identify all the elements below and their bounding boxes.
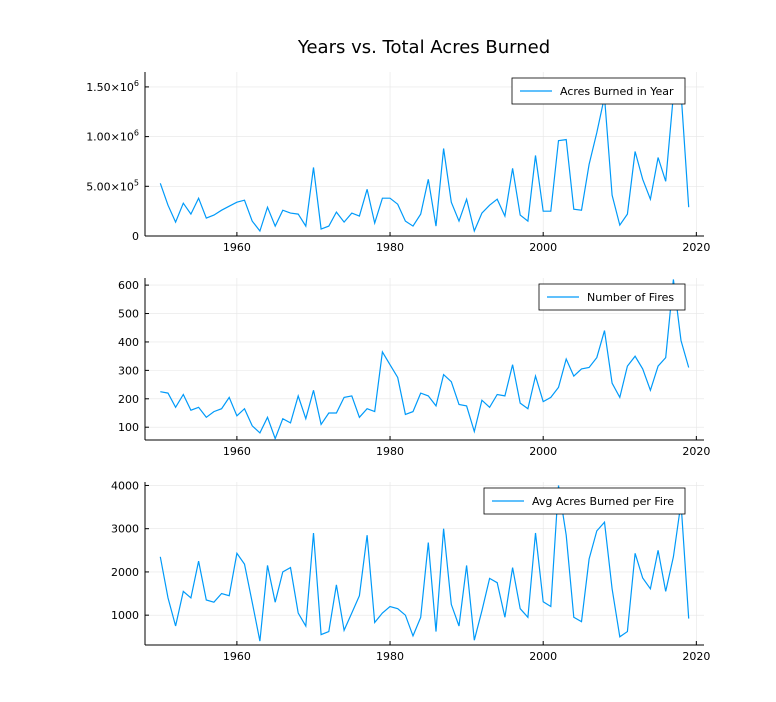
legend-box [511, 77, 686, 105]
y-tick-label-base: 1.00×10 [86, 131, 134, 144]
series-line [159, 91, 690, 233]
y-tick-label-exponent: 6 [134, 79, 139, 88]
legend: Avg Acres Burned per Fire [483, 487, 686, 515]
y-tick-label: 4000 [111, 479, 139, 492]
x-tick-label: 1980 [376, 445, 404, 458]
y-tick-label: 500 [118, 308, 139, 321]
series-line [160, 279, 690, 440]
x-tick-label: 1960 [223, 241, 251, 254]
legend-label: Avg Acres Burned per Fire [532, 495, 674, 508]
y-tick-label: 400 [118, 336, 139, 349]
legend-label: Acres Burned in Year [560, 85, 674, 98]
y-tick-label: 2000 [111, 566, 139, 579]
panel-acres-burned: 1960 1980 2000 202005.00×1051.00×1061.50×10… [86, 72, 710, 254]
y-tick-label: 100 [118, 421, 139, 434]
y-tick-label: 5.00×105 [86, 178, 139, 193]
x-tick-label: 1980 [376, 241, 404, 254]
x-tick-label: 2000 [529, 650, 557, 663]
y-tick-label: 300 [118, 364, 139, 377]
panel-avg-acres-per-fire: 1960 1980 2000 2020 1000 2000 3000 4000 Avg Acre… [111, 479, 710, 663]
x-tick-label: 2020 [682, 241, 710, 254]
y-tick-label-exponent: 5 [134, 178, 139, 187]
y-tick-label: 1.50×106 [86, 79, 139, 94]
chart-title: Years vs. Total Acres Burned [297, 37, 550, 58]
series-line [159, 485, 690, 642]
x-tick-label: 1960 [223, 650, 251, 663]
legend-label: Number of Fires [587, 291, 674, 304]
panel-number-of-fires: 1960 1980 2000 2020 100 200 300 400 500 600 Number… [118, 278, 710, 458]
y-tick-label: 3000 [111, 523, 139, 536]
x-tick-label: 2000 [529, 241, 557, 254]
legend: Acres Burned in Year [511, 77, 686, 105]
y-tick-label-base: 5.00×10 [86, 180, 134, 193]
x-tick-label: 1960 [223, 445, 251, 458]
y-tick-label: 200 [118, 393, 139, 406]
x-tick-label: 1980 [376, 650, 404, 663]
y-tick-label: 0 [132, 230, 139, 243]
x-tick-label: 2000 [529, 445, 557, 458]
y-tick-label: 600 [118, 279, 139, 292]
y-tick-label: 1000 [111, 609, 139, 622]
y-tick-label-exponent: 6 [134, 129, 139, 138]
x-tick-label: 2020 [682, 445, 710, 458]
x-tick-label: 2020 [682, 650, 710, 663]
y-tick-label: 1.00×106 [86, 129, 139, 144]
legend: Number of Fires [538, 283, 686, 311]
y-tick-label-base: 1.50×10 [86, 81, 134, 94]
